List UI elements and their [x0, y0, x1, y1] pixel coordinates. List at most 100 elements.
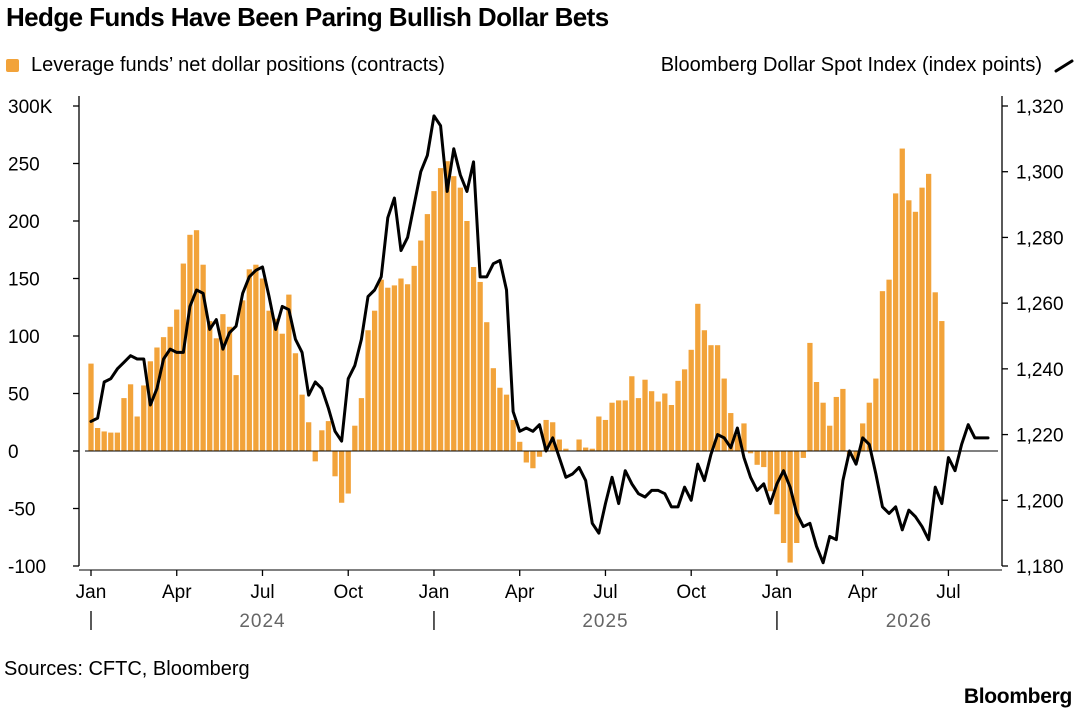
right-tick-label: 1,280	[1016, 228, 1064, 249]
bar-week-97	[728, 413, 734, 451]
bar-week-86	[655, 401, 661, 451]
bar-week-108	[800, 451, 806, 458]
bar-week-41	[358, 398, 365, 451]
bar-week-124	[906, 200, 912, 451]
legend-bars: Leverage funds’ net dollar positions (co…	[6, 54, 445, 77]
bar-week-105	[780, 451, 787, 543]
bar-week-11	[160, 337, 167, 451]
chart-title: Hedge Funds Have Been Paring Bullish Dol…	[6, 2, 609, 32]
left-tick-label: 100	[8, 327, 40, 348]
bar-week-82	[629, 376, 635, 451]
left-tick-label: 200	[8, 212, 40, 233]
bar-week-20	[220, 314, 226, 451]
bar-week-79	[609, 402, 615, 451]
bar-week-66	[523, 451, 529, 463]
bar-week-101	[754, 451, 760, 465]
bar-week-89	[675, 380, 681, 451]
bar-week-80	[616, 400, 622, 451]
bar-week-51	[424, 214, 431, 451]
right-tick-label: 1,260	[1016, 294, 1064, 315]
bar-week-13	[174, 309, 180, 451]
bar-week-19	[213, 338, 219, 451]
bar-week-69	[543, 419, 549, 451]
dollar-index-line	[89, 114, 990, 565]
bar-week-116	[853, 451, 859, 462]
bar-week-59	[477, 281, 483, 451]
bar-week-50	[418, 240, 424, 451]
bar-week-81	[622, 400, 628, 451]
bar-week-65	[517, 441, 523, 451]
bar-week-43	[371, 310, 378, 451]
bar-week-36	[325, 421, 332, 451]
bar-week-55	[451, 176, 457, 451]
bar-week-61	[490, 368, 496, 451]
bar-week-121	[886, 279, 892, 451]
bar-week-35	[319, 430, 325, 451]
x-tick-label: Oct	[676, 582, 706, 603]
x-tick-label: Oct	[333, 582, 363, 603]
year-label: 2025	[582, 611, 628, 632]
bar-week-122	[893, 193, 899, 451]
bar-week-25	[253, 264, 259, 451]
bar-week-93	[701, 330, 708, 451]
bar-week-84	[642, 379, 648, 451]
x-tick-label: Jul	[250, 582, 274, 603]
left-tick-label: -100	[8, 557, 46, 578]
bar-week-44	[378, 279, 384, 451]
bar-week-85	[648, 391, 655, 451]
bar-week-34	[312, 451, 318, 462]
bar-week-87	[662, 393, 668, 451]
bar-week-45	[385, 287, 391, 451]
left-tick-label: 0	[8, 442, 19, 463]
bar-week-109	[807, 342, 813, 451]
bar-week-21	[226, 326, 233, 451]
bar-week-4	[114, 432, 121, 451]
bar-week-14	[180, 263, 186, 451]
bar-week-22	[233, 375, 239, 451]
bar-week-118	[866, 402, 872, 451]
bar-week-63	[503, 394, 510, 451]
bar-week-107	[794, 451, 800, 543]
bar-week-18	[207, 321, 213, 451]
bar-week-49	[411, 265, 417, 451]
bar-week-5	[121, 398, 127, 451]
bar-week-26	[259, 278, 266, 451]
bar-week-77	[596, 416, 602, 451]
right-tick-label: 1,180	[1016, 557, 1064, 578]
legend-line: Bloomberg Dollar Spot Index (index point…	[661, 54, 1074, 77]
bar-week-129	[939, 321, 945, 451]
bar-week-12	[167, 326, 173, 451]
bar-week-111	[820, 402, 826, 451]
x-tick-label: Apr	[848, 582, 878, 603]
bar-week-27	[266, 310, 272, 451]
bar-week-128	[932, 292, 938, 451]
bar-week-0	[88, 363, 94, 451]
bar-week-119	[873, 378, 879, 451]
x-tick-label: Jan	[419, 582, 450, 603]
bar-week-64	[510, 419, 516, 451]
x-tick-label: Apr	[162, 582, 192, 603]
bar-week-48	[404, 284, 411, 451]
bar-week-103	[767, 451, 773, 492]
year-label: 2024	[239, 611, 285, 632]
bar-week-3	[108, 432, 114, 451]
year-label: 2026	[886, 611, 932, 632]
bar-week-126	[919, 187, 925, 451]
bloomberg-logo: Bloomberg	[963, 685, 1072, 708]
bar-week-40	[352, 425, 358, 451]
left-tick-label: -50	[8, 500, 35, 521]
bar-week-112	[827, 425, 833, 451]
right-tick-label: 1,320	[1016, 97, 1064, 118]
x-tick-label: Jul	[593, 582, 617, 603]
bar-week-72	[563, 448, 569, 451]
right-tick-label: 1,240	[1016, 360, 1064, 381]
bar-week-102	[761, 451, 767, 468]
x-tick-label: Jan	[762, 582, 793, 603]
bar-week-67	[530, 451, 536, 469]
bar-week-83	[635, 398, 642, 451]
bar-week-90	[681, 369, 688, 451]
bar-week-52	[431, 191, 437, 451]
bar-week-16	[193, 230, 200, 451]
left-tick-label: 50	[8, 385, 29, 406]
